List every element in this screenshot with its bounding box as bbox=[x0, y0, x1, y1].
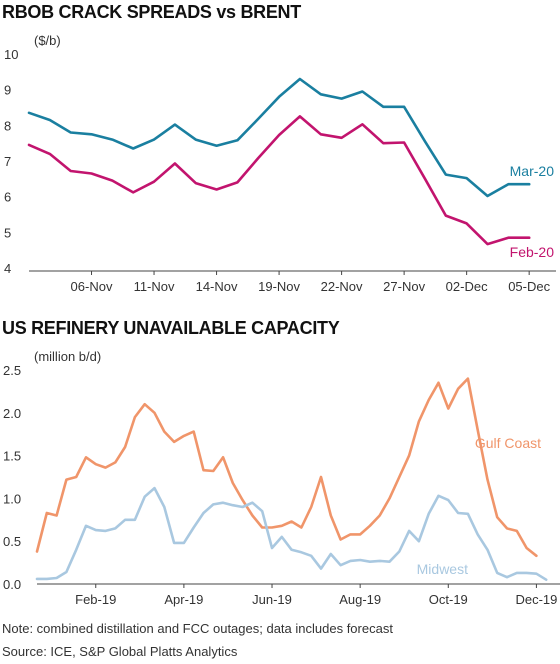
series-label: Gulf Coast bbox=[475, 435, 541, 451]
series-line-gulf-coast bbox=[35, 377, 538, 558]
series-line-mar-20 bbox=[27, 77, 531, 198]
x-tick-label: 11-Nov bbox=[134, 279, 175, 294]
x-tick-label: 14-Nov bbox=[196, 279, 238, 294]
y-tick-label: 5 bbox=[4, 225, 11, 240]
series-label: Feb-20 bbox=[510, 244, 555, 260]
y-tick-label: 9 bbox=[4, 83, 11, 98]
x-tick-label: Feb-19 bbox=[75, 592, 116, 607]
y-tick-label: 0.0 bbox=[3, 577, 21, 592]
x-tick-label: Dec-19 bbox=[515, 592, 557, 607]
y-tick-label: 10 bbox=[4, 47, 18, 62]
series-line-feb-20 bbox=[27, 115, 531, 246]
series-label: Mar-20 bbox=[510, 163, 555, 179]
x-tick-label: Aug-19 bbox=[339, 592, 381, 607]
x-tick-label: 19-Nov bbox=[258, 279, 300, 294]
y-tick-label: 2.5 bbox=[3, 363, 21, 378]
y-tick-label: 6 bbox=[4, 190, 11, 205]
chart1-title: RBOB CRACK SPREADS vs BRENT bbox=[2, 2, 301, 22]
series-label: Midwest bbox=[417, 561, 468, 577]
y-tick-label: 8 bbox=[4, 118, 11, 133]
series-line-midwest bbox=[35, 486, 548, 582]
y-unit-label: (million b/d) bbox=[34, 349, 101, 364]
x-tick-label: 05-Dec bbox=[508, 279, 550, 294]
source-note: Source: ICE, S&P Global Platts Analytics bbox=[2, 644, 238, 659]
x-tick-label: 22-Nov bbox=[321, 279, 363, 294]
x-tick-label: Oct-19 bbox=[429, 592, 468, 607]
y-tick-label: 0.5 bbox=[3, 534, 21, 549]
y-tick-label: 4 bbox=[4, 261, 11, 276]
footnote: Note: combined distillation and FCC outa… bbox=[2, 621, 393, 636]
y-tick-label: 7 bbox=[4, 154, 11, 169]
x-tick-label: Apr-19 bbox=[164, 592, 203, 607]
x-tick-label: Jun-19 bbox=[252, 592, 292, 607]
rbob-crack-spreads-chart: ($/b) 4 5 6 7 8 9 10 06-Nov 11-Nov 14-Nov 19-Nov 22-… bbox=[4, 33, 556, 294]
y-tick-label: 1.5 bbox=[3, 449, 21, 464]
chart2-title: US REFINERY UNAVAILABLE CAPACITY bbox=[2, 318, 340, 338]
y-tick-label: 1.0 bbox=[3, 491, 21, 506]
y-tick-label: 2.0 bbox=[3, 406, 21, 421]
x-tick-label: 27-Nov bbox=[383, 279, 425, 294]
x-tick-label: 02-Dec bbox=[446, 279, 488, 294]
y-unit-label: ($/b) bbox=[34, 33, 61, 48]
refinery-capacity-chart: (million b/d) 0.0 0.5 1.0 1.5 2.0 2.5 Feb-19 Apr… bbox=[3, 349, 560, 607]
x-tick-label: 06-Nov bbox=[71, 279, 113, 294]
